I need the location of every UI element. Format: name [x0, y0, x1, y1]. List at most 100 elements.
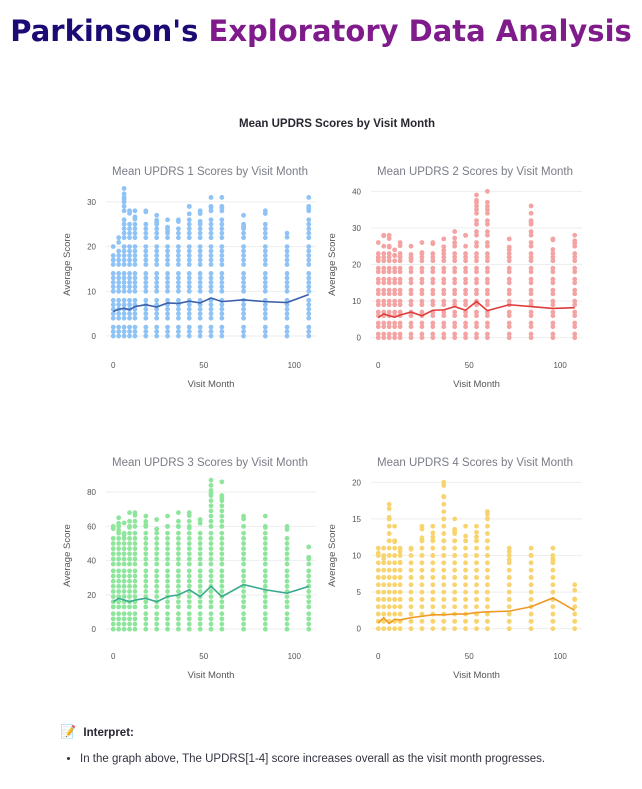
scatter-point — [392, 269, 398, 275]
scatter-point — [463, 335, 468, 341]
scatter-point — [392, 604, 398, 610]
scatter-point — [176, 599, 181, 605]
scatter-point — [386, 523, 392, 529]
scatter-point — [132, 284, 138, 290]
scatter-point — [127, 594, 132, 600]
scatter-point — [143, 626, 149, 632]
scatter-point — [219, 573, 225, 579]
scatter-point — [116, 248, 122, 254]
y-tick-label: 0 — [92, 332, 97, 341]
scatter-point — [219, 621, 225, 627]
scatter-point — [419, 567, 425, 573]
y-tick-label: 0 — [92, 625, 97, 634]
scatter-point — [121, 329, 127, 334]
scatter-point — [208, 513, 214, 519]
scatter-point — [485, 320, 490, 326]
scatter-point — [262, 616, 268, 622]
scatter-point — [116, 616, 122, 622]
scatter-point — [441, 313, 447, 319]
scatter-point — [284, 535, 290, 541]
scatter-point — [506, 251, 512, 256]
scatter-point — [143, 253, 149, 258]
scatter-point — [397, 302, 403, 308]
scatter-point — [528, 335, 534, 341]
scatter-point — [197, 324, 203, 330]
scatter-point — [176, 306, 181, 312]
scatter-point — [430, 269, 436, 275]
scatter-point — [408, 597, 414, 602]
scatter-point — [392, 545, 398, 551]
scatter-point — [441, 553, 447, 558]
scatter-point — [241, 626, 246, 632]
x-tick-label: 50 — [199, 361, 208, 370]
scatter-point — [463, 589, 468, 595]
scatter-point — [143, 297, 149, 303]
scatter-point — [485, 545, 490, 551]
scatter-point — [127, 535, 132, 541]
scatter-point — [375, 331, 381, 337]
scatter-point — [485, 207, 490, 213]
scatter-point — [121, 578, 127, 584]
scatter-point — [132, 257, 138, 263]
scatter-point — [528, 254, 534, 260]
scatter-point — [284, 626, 290, 632]
scatter-point — [121, 221, 127, 227]
scatter-point — [441, 280, 447, 286]
scatter-point — [485, 589, 490, 595]
scatter-point — [121, 621, 127, 627]
scatter-point — [452, 269, 458, 275]
scatter-point — [441, 604, 447, 610]
scatter-point — [506, 320, 512, 326]
scatter-point — [441, 567, 447, 573]
scatter-point — [176, 561, 181, 567]
scatter-point — [176, 275, 181, 281]
scatter-point — [528, 258, 534, 264]
scatter-point — [572, 276, 578, 282]
scatter-point — [262, 513, 268, 519]
scatter-point — [375, 255, 381, 261]
scatter-point — [116, 240, 122, 245]
scatter-point — [176, 583, 181, 589]
scatter-point — [572, 320, 578, 326]
scatter-point — [528, 219, 534, 225]
scatter-point — [186, 556, 192, 562]
scatter-point — [485, 515, 490, 521]
scatter-point — [572, 298, 578, 304]
scatter-point — [127, 626, 132, 632]
scatter-point — [392, 575, 398, 580]
scatter-point — [197, 288, 203, 294]
scatter-point — [386, 324, 392, 330]
scatter-point — [110, 315, 116, 321]
scatter-point — [572, 280, 578, 286]
scatter-point — [408, 298, 414, 304]
scatter-point — [528, 287, 534, 293]
scatter-point — [397, 553, 403, 558]
scatter-point — [241, 541, 246, 546]
scatter-point — [121, 611, 127, 617]
scatter-point — [463, 618, 468, 624]
scatter-point — [452, 575, 458, 580]
scatter-point — [474, 324, 479, 330]
scatter-point — [186, 203, 192, 209]
scatter-point — [375, 287, 381, 293]
scatter-point — [176, 248, 181, 254]
scatter-point — [241, 551, 246, 557]
scatter-point — [116, 561, 122, 567]
scatter-point — [219, 284, 225, 290]
scatter-point — [419, 523, 425, 529]
scatter-point — [121, 626, 127, 632]
scatter-point — [397, 269, 403, 275]
scatter-point — [121, 271, 127, 276]
scatter-point — [381, 265, 387, 271]
scatter-point — [127, 284, 132, 290]
scatter-point — [219, 578, 225, 584]
y-tick-label: 0 — [357, 625, 362, 634]
scatter-point — [197, 235, 203, 241]
scatter-point — [219, 616, 225, 622]
scatter-point — [121, 297, 127, 303]
scatter-point — [241, 262, 246, 267]
scatter-point — [121, 532, 127, 538]
scatter-point — [176, 226, 181, 232]
scatter-point — [132, 626, 138, 632]
subplot-1: Mean UPDRS 1 Scores by Visit Month 0 10 20 3… — [62, 166, 316, 390]
